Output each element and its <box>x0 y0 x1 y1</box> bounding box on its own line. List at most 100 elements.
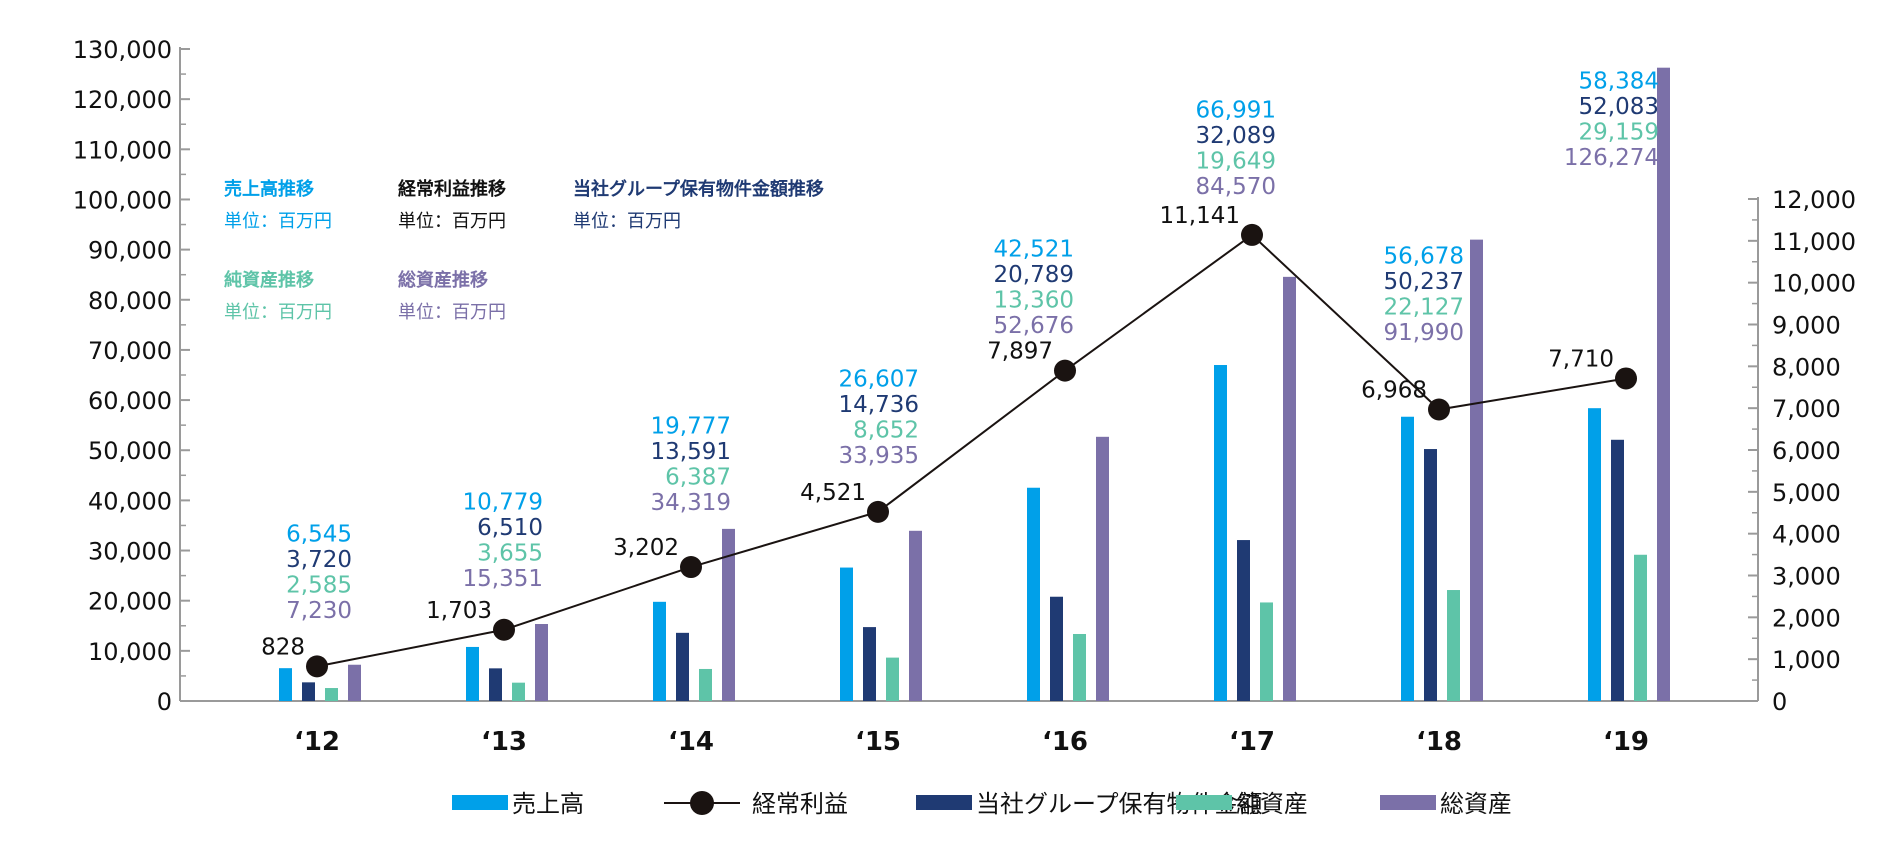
data-label-net-assets: 19,649 <box>1196 149 1276 175</box>
bar-property <box>302 682 315 701</box>
data-label-total-assets: 7,230 <box>286 598 352 624</box>
data-label-sales: 66,991 <box>1196 98 1276 124</box>
x-axis-category-label: ‘16 <box>1042 727 1088 757</box>
bar-property <box>1424 449 1437 701</box>
data-label-sales: 56,678 <box>1384 244 1464 270</box>
left-axis-tick-label: 90,000 <box>88 237 172 265</box>
annotation-unit: 単位：百万円 <box>224 302 332 323</box>
left-axis-tick-label: 50,000 <box>88 437 172 465</box>
line-point-ordinary-profit <box>867 500 889 523</box>
left-axis-tick-label: 60,000 <box>88 387 172 415</box>
legend-label: 総資産 <box>1440 790 1512 818</box>
bar-sales <box>1401 416 1414 701</box>
legend-label: 経常利益 <box>752 790 848 818</box>
right-axis-tick-label: 7,000 <box>1772 395 1841 423</box>
line-data-label: 7,897 <box>987 339 1053 365</box>
bar-net-assets <box>1073 633 1086 701</box>
line-data-label: 4,521 <box>800 480 866 506</box>
data-label-property: 52,083 <box>1579 94 1659 120</box>
data-label-total-assets: 34,319 <box>651 490 731 516</box>
data-label-property: 50,237 <box>1384 269 1464 295</box>
data-label-net-assets: 2,585 <box>286 573 352 599</box>
data-label-property: 3,720 <box>286 547 352 573</box>
line-data-label: 7,710 <box>1548 346 1614 372</box>
line-point-ordinary-profit <box>1241 223 1263 246</box>
x-axis-category-label: ‘13 <box>481 727 527 757</box>
data-label-total-assets: 84,570 <box>1196 174 1276 200</box>
line-point-ordinary-profit <box>306 655 328 678</box>
data-label-net-assets: 6,387 <box>665 465 731 491</box>
right-axis-tick-label: 2,000 <box>1772 604 1841 632</box>
bar-net-assets <box>512 682 525 701</box>
legend-swatch-total-assets <box>1380 795 1436 810</box>
bar-total-assets <box>1283 276 1296 701</box>
annotation-title: 純資産推移 <box>224 269 314 291</box>
data-label-property: 13,591 <box>651 439 731 465</box>
right-axis-tick-label: 4,000 <box>1772 521 1841 549</box>
line-data-label: 11,141 <box>1160 203 1240 229</box>
line-data-label: 3,202 <box>613 535 679 561</box>
data-label-sales: 19,777 <box>651 414 731 440</box>
bar-total-assets <box>909 530 922 701</box>
legend-swatch-marker <box>690 791 714 815</box>
right-axis-tick-label: 12,000 <box>1772 186 1856 214</box>
bar-total-assets <box>535 624 548 701</box>
bar-net-assets <box>886 657 899 701</box>
left-axis-tick-label: 110,000 <box>73 136 172 164</box>
bar-total-assets <box>1657 67 1670 702</box>
data-label-net-assets: 8,652 <box>853 418 919 444</box>
data-label-property: 6,510 <box>477 515 543 541</box>
data-label-property: 32,089 <box>1196 123 1276 149</box>
data-label-total-assets: 91,990 <box>1384 320 1464 346</box>
x-axis-category-label: ‘17 <box>1229 727 1275 757</box>
x-axis-category-label: ‘15 <box>855 727 901 757</box>
bar-net-assets <box>1634 554 1647 701</box>
bar-property <box>1611 439 1624 701</box>
right-axis-tick-label: 10,000 <box>1772 270 1856 298</box>
bar-property <box>489 668 502 701</box>
legend-label: 純資産 <box>1236 790 1308 818</box>
legend-swatch-property <box>916 795 972 810</box>
right-axis-tick-label: 11,000 <box>1772 228 1856 256</box>
bar-total-assets <box>1096 436 1109 701</box>
line-data-label: 6,968 <box>1361 378 1427 404</box>
annotation-unit: 単位：百万円 <box>224 211 332 232</box>
left-axis-tick-label: 130,000 <box>73 36 172 64</box>
x-axis-category-label: ‘14 <box>668 727 714 757</box>
legend-swatch-net-assets <box>1176 795 1232 810</box>
data-label-sales: 26,607 <box>839 367 919 393</box>
annotation-unit: 単位：百万円 <box>398 302 506 323</box>
data-label-total-assets: 126,274 <box>1564 145 1659 171</box>
data-label-property: 14,736 <box>839 392 919 418</box>
left-axis-tick-label: 120,000 <box>73 86 172 114</box>
right-axis-tick-label: 5,000 <box>1772 479 1841 507</box>
bar-property <box>863 627 876 701</box>
bar-total-assets <box>722 528 735 701</box>
data-label-property: 20,789 <box>994 262 1074 288</box>
annotation-unit: 単位：百万円 <box>398 211 506 232</box>
x-axis-category-label: ‘19 <box>1603 727 1649 757</box>
data-label-net-assets: 3,655 <box>477 541 543 567</box>
right-axis-tick-label: 6,000 <box>1772 437 1841 465</box>
bar-sales <box>1027 487 1040 701</box>
line-point-ordinary-profit <box>1615 367 1637 390</box>
data-label-total-assets: 33,935 <box>839 443 919 469</box>
line-point-ordinary-profit <box>680 556 702 579</box>
annotation-title: 総資産推移 <box>398 269 488 291</box>
data-label-net-assets: 13,360 <box>994 288 1074 314</box>
line-point-ordinary-profit <box>493 618 515 641</box>
annotation-unit: 単位：百万円 <box>573 211 681 232</box>
bar-sales <box>1214 365 1227 701</box>
line-point-ordinary-profit <box>1428 398 1450 421</box>
bar-sales <box>466 646 479 701</box>
left-axis-tick-label: 70,000 <box>88 337 172 365</box>
data-label-sales: 42,521 <box>994 237 1074 263</box>
bar-property <box>676 632 689 701</box>
left-axis-tick-label: 40,000 <box>88 487 172 515</box>
annotation-title: 経常利益推移 <box>398 178 506 200</box>
legend-label: 売上高 <box>512 790 584 818</box>
left-axis-tick-label: 30,000 <box>88 538 172 566</box>
right-axis-tick-label: 8,000 <box>1772 353 1841 381</box>
annotation-title: 当社グループ保有物件金額推移 <box>573 178 824 200</box>
